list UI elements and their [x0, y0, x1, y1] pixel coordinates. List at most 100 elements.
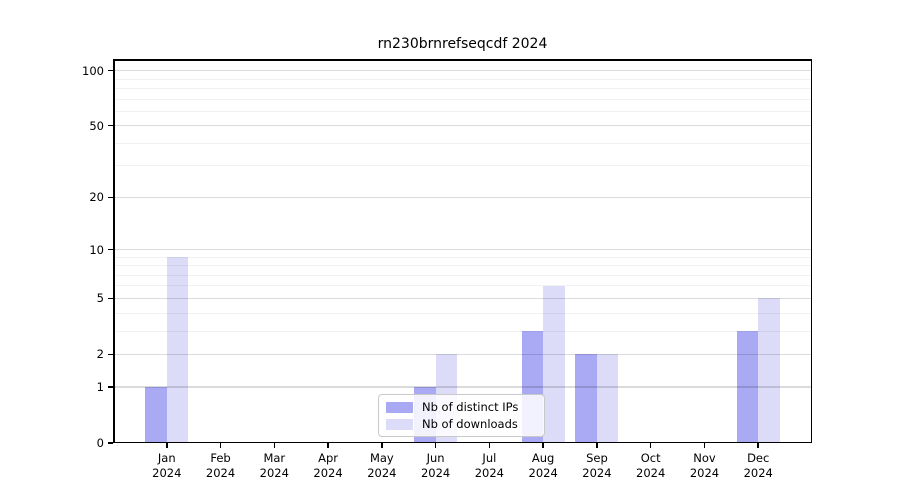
x-tick-label-nov: Nov 2024 [674, 451, 734, 481]
gridline-minor-40 [113, 142, 812, 144]
legend-label-downloads: Nb of downloads [422, 417, 518, 431]
x-tick-year: 2024 [152, 466, 182, 480]
y-tick-mark [108, 442, 113, 444]
x-tick-mark [219, 443, 222, 448]
x-tick-month: May [369, 451, 394, 465]
gridline-minor-9 [113, 256, 812, 258]
gridline-major-50 [113, 125, 812, 127]
x-tick-label-dec: Dec 2024 [728, 451, 788, 481]
y-tick-label-2: 2 [96, 347, 104, 362]
x-tick-label-jan: Jan 2024 [137, 451, 197, 481]
y-tick-label-5: 5 [96, 291, 104, 306]
x-tick-month: Apr [318, 451, 339, 465]
gridline-minor-8 [113, 265, 812, 267]
x-tick-year: 2024 [474, 466, 505, 480]
y-tick-label-1: 1 [96, 380, 104, 395]
x-tick-label-mar: Mar 2024 [244, 451, 304, 481]
x-tick-month: Mar [263, 451, 286, 465]
gridline-major-5 [113, 297, 812, 300]
spine-right [810, 59, 812, 443]
x-tick-year: 2024 [367, 466, 397, 480]
gridline-major-100 [113, 69, 812, 72]
y-tick-label-100: 100 [82, 63, 104, 78]
x-tick-label-feb: Feb 2024 [191, 451, 251, 481]
x-tick-month: Feb [210, 451, 231, 465]
spine-top [113, 59, 812, 61]
y-tick-label-10: 10 [89, 242, 104, 257]
x-tick-year: 2024 [313, 466, 343, 480]
bar-downloads-aug [543, 285, 565, 443]
gridline-major-10 [113, 248, 812, 251]
y-tick-label-50: 50 [89, 118, 104, 133]
x-tick-label-may: May 2024 [352, 451, 412, 481]
legend-label-distinct-ips: Nb of distinct IPs [422, 400, 519, 414]
y-tick-label-0: 0 [96, 436, 104, 450]
x-tick-month: Nov [693, 451, 716, 465]
x-tick-month: Oct [640, 451, 661, 465]
gridline-minor-60 [113, 110, 812, 112]
x-tick-year: 2024 [420, 466, 451, 480]
x-tick-month: Sep [586, 451, 608, 465]
legend-swatch-downloads-icon [386, 418, 413, 430]
x-tick-mark [596, 443, 598, 448]
y-tick-mark [108, 386, 113, 388]
bar-distinct-ips-jan [145, 387, 167, 443]
x-tick-label-oct: Oct 2024 [621, 451, 681, 481]
x-tick-mark [542, 443, 544, 448]
x-tick-label-jul: Jul 2024 [459, 451, 519, 481]
x-tick-mark [327, 443, 329, 448]
y-tick-mark [108, 69, 113, 72]
x-tick-year: 2024 [743, 466, 773, 480]
x-tick-month: Jun [426, 451, 445, 465]
x-tick-mark [273, 443, 276, 448]
bar-distinct-ips-sep [575, 354, 597, 443]
x-tick-label-aug: Aug 2024 [513, 451, 573, 481]
x-tick-year: 2024 [582, 466, 612, 480]
gridline-minor-4 [113, 312, 812, 314]
bar-downloads-sep [596, 354, 619, 443]
gridline-minor-30 [113, 165, 812, 167]
x-tick-month: Dec [747, 451, 770, 465]
legend-item-downloads: Nb of downloads [385, 417, 538, 431]
gridline-minor-3 [113, 330, 812, 332]
bar-downloads-dec [758, 298, 780, 443]
x-tick-year: 2024 [259, 466, 289, 480]
gridline-major-2 [113, 353, 812, 355]
spine-bottom [113, 441, 812, 443]
x-tick-mark [488, 443, 491, 448]
legend-swatch-distinct-ips-icon [386, 401, 413, 413]
x-tick-month: Jan [157, 451, 176, 465]
gridline-minor-80 [113, 87, 812, 89]
x-tick-mark [166, 443, 168, 448]
gridline-minor-70 [113, 98, 812, 100]
y-tick-label-20: 20 [89, 190, 104, 205]
x-tick-mark [649, 443, 652, 448]
spine-left [113, 59, 115, 443]
plot-area [113, 59, 812, 443]
x-tick-label-apr: Apr 2024 [298, 451, 358, 481]
bar-distinct-ips-dec [736, 331, 759, 443]
gridline-minor-90 [113, 78, 812, 80]
gridline-major-1 [113, 386, 812, 388]
gridline-minor-6 [113, 285, 812, 287]
gridline-major-20 [113, 196, 812, 198]
x-tick-mark [757, 443, 759, 448]
x-tick-mark [703, 443, 706, 448]
x-tick-year: 2024 [636, 466, 666, 480]
y-tick-mark [108, 353, 113, 356]
x-tick-mark [381, 443, 383, 448]
x-tick-month: Jul [482, 451, 497, 465]
y-tick-mark [108, 248, 113, 251]
gridline-minor-7 [113, 274, 812, 276]
x-tick-year: 2024 [205, 466, 236, 480]
x-tick-year: 2024 [689, 466, 720, 480]
x-tick-label-jun: Jun 2024 [406, 451, 466, 481]
bar-downloads-jan [166, 257, 189, 443]
x-tick-mark [434, 443, 437, 448]
x-tick-year: 2024 [528, 466, 558, 480]
x-tick-label-sep: Sep 2024 [567, 451, 627, 481]
legend-item-distinct-ips: Nb of distinct IPs [385, 400, 538, 414]
y-tick-mark [108, 196, 113, 199]
legend: Nb of distinct IPs Nb of downloads [378, 394, 545, 437]
